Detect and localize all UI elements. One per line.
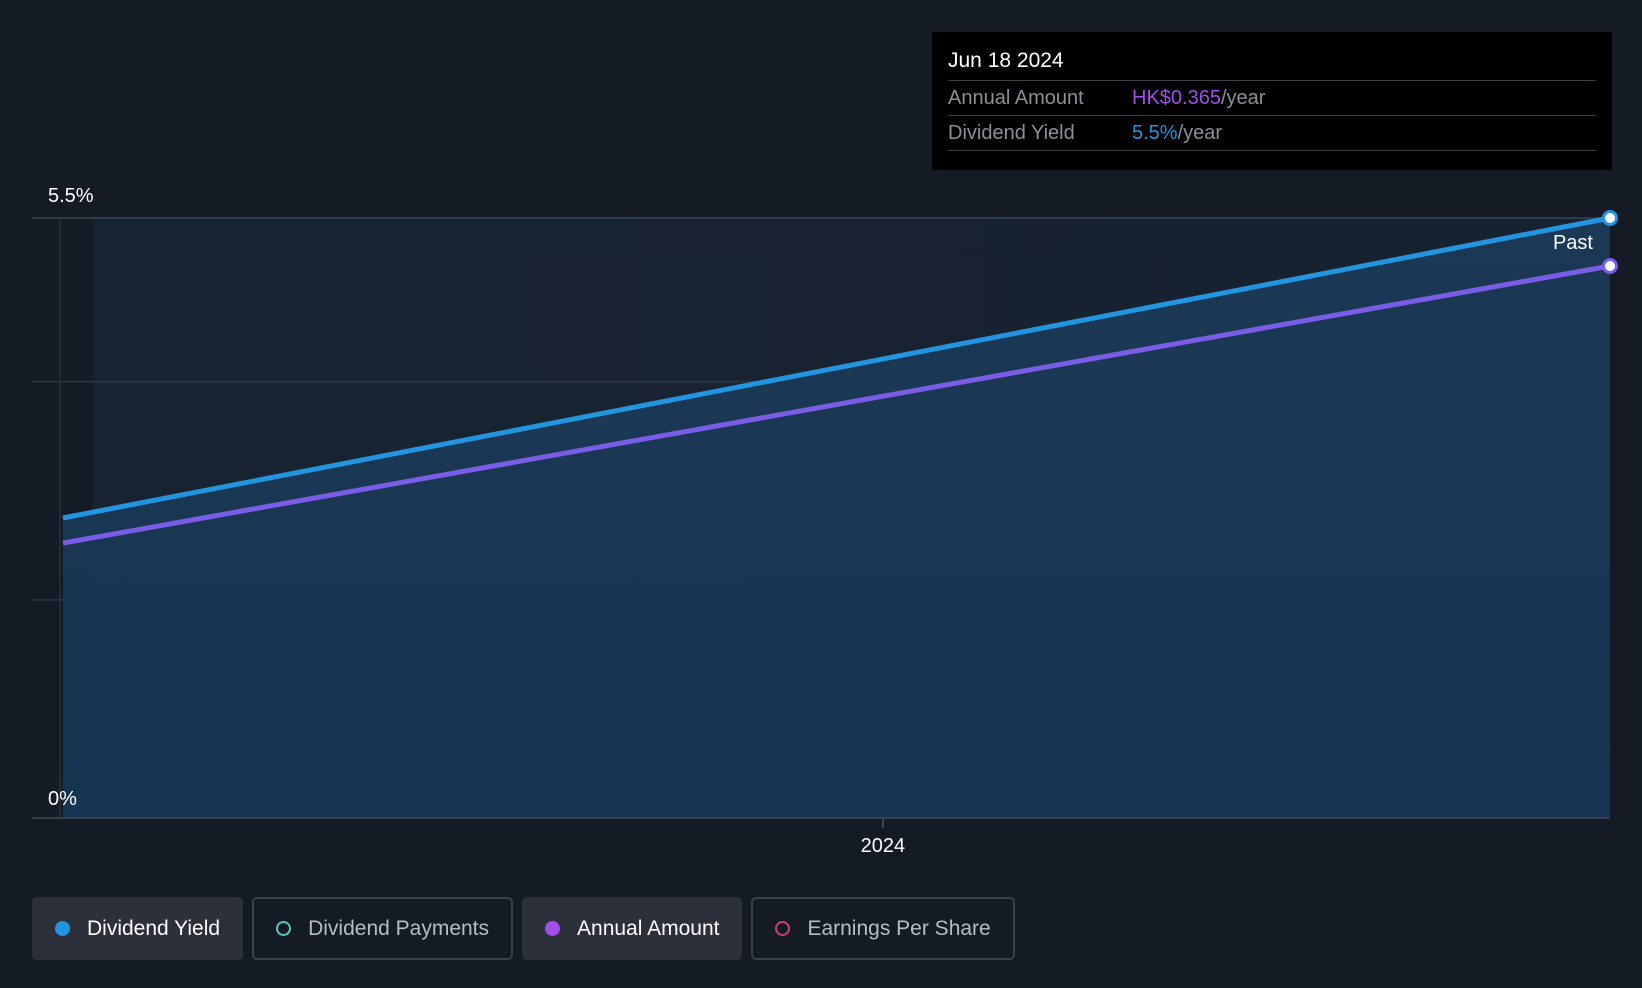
tooltip: Jun 18 2024 Annual Amount HK$0.365/year … <box>932 32 1612 170</box>
tooltip-date: Jun 18 2024 <box>948 46 1596 81</box>
dividend-payments-dot-icon <box>276 921 292 936</box>
past-region-label: Past <box>1553 232 1593 254</box>
tooltip-label: Dividend Yield <box>948 122 1075 144</box>
tooltip-unit: /year <box>1177 122 1223 144</box>
annual-amount-endpoint <box>1602 258 1618 274</box>
legend-label: Annual Amount <box>577 916 720 940</box>
dividend-yield-line <box>62 215 1611 521</box>
legend-item-dividend-payments[interactable]: Dividend Payments <box>252 897 514 960</box>
annual-amount-dot-icon <box>545 921 561 936</box>
tooltip-value: HK$0.365 <box>1132 87 1221 109</box>
legend-label: Dividend Yield <box>87 916 221 940</box>
y-tick-label: 0% <box>48 788 77 810</box>
legend-label: Dividend Payments <box>308 916 490 940</box>
tooltip-value: 5.5% <box>1132 122 1178 144</box>
legend: Dividend Yield Dividend Payments Annual … <box>32 897 1015 960</box>
tooltip-row-annual-amount: Annual Amount HK$0.365/year <box>948 81 1596 116</box>
legend-item-annual-amount[interactable]: Annual Amount <box>522 897 743 960</box>
x-tick-label: 2024 <box>861 835 906 857</box>
dividend-yield-area <box>62 218 1611 818</box>
legend-label: Earnings Per Share <box>807 916 991 940</box>
tooltip-row-dividend-yield: Dividend Yield 5.5%/year <box>948 116 1596 151</box>
annual-amount-line <box>62 263 1611 546</box>
dividend-yield-endpoint <box>1602 210 1618 226</box>
earnings-per-share-dot-icon <box>775 921 791 936</box>
dividend-yield-dot-icon <box>55 921 70 936</box>
tooltip-unit: /year <box>1220 87 1266 109</box>
legend-item-earnings-per-share[interactable]: Earnings Per Share <box>751 897 1015 960</box>
y-tick-label: 5.5% <box>48 185 94 207</box>
legend-item-dividend-yield[interactable]: Dividend Yield <box>32 897 244 960</box>
tooltip-label: Annual Amount <box>948 87 1084 109</box>
